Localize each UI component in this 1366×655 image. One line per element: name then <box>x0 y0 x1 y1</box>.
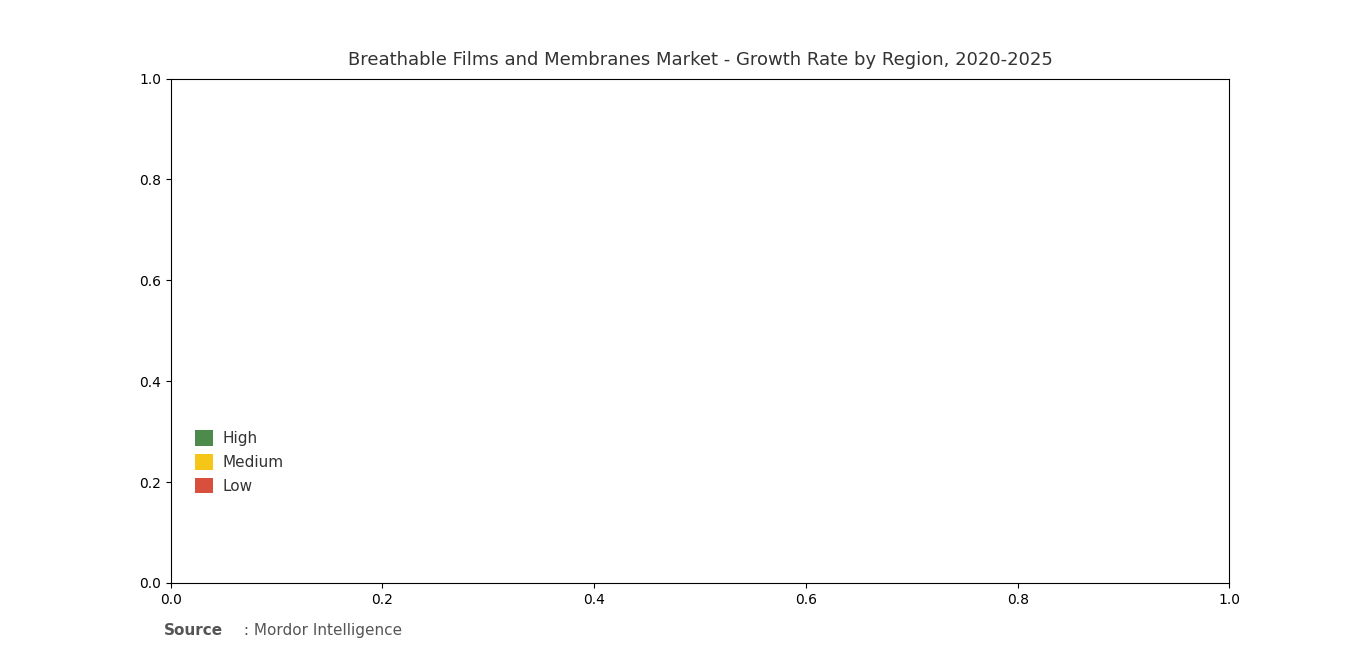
Text: : Mordor Intelligence: : Mordor Intelligence <box>239 624 402 639</box>
Text: Source: Source <box>164 624 223 639</box>
Title: Breathable Films and Membranes Market - Growth Rate by Region, 2020-2025: Breathable Films and Membranes Market - … <box>347 50 1053 69</box>
Legend: High, Medium, Low: High, Medium, Low <box>189 424 290 500</box>
